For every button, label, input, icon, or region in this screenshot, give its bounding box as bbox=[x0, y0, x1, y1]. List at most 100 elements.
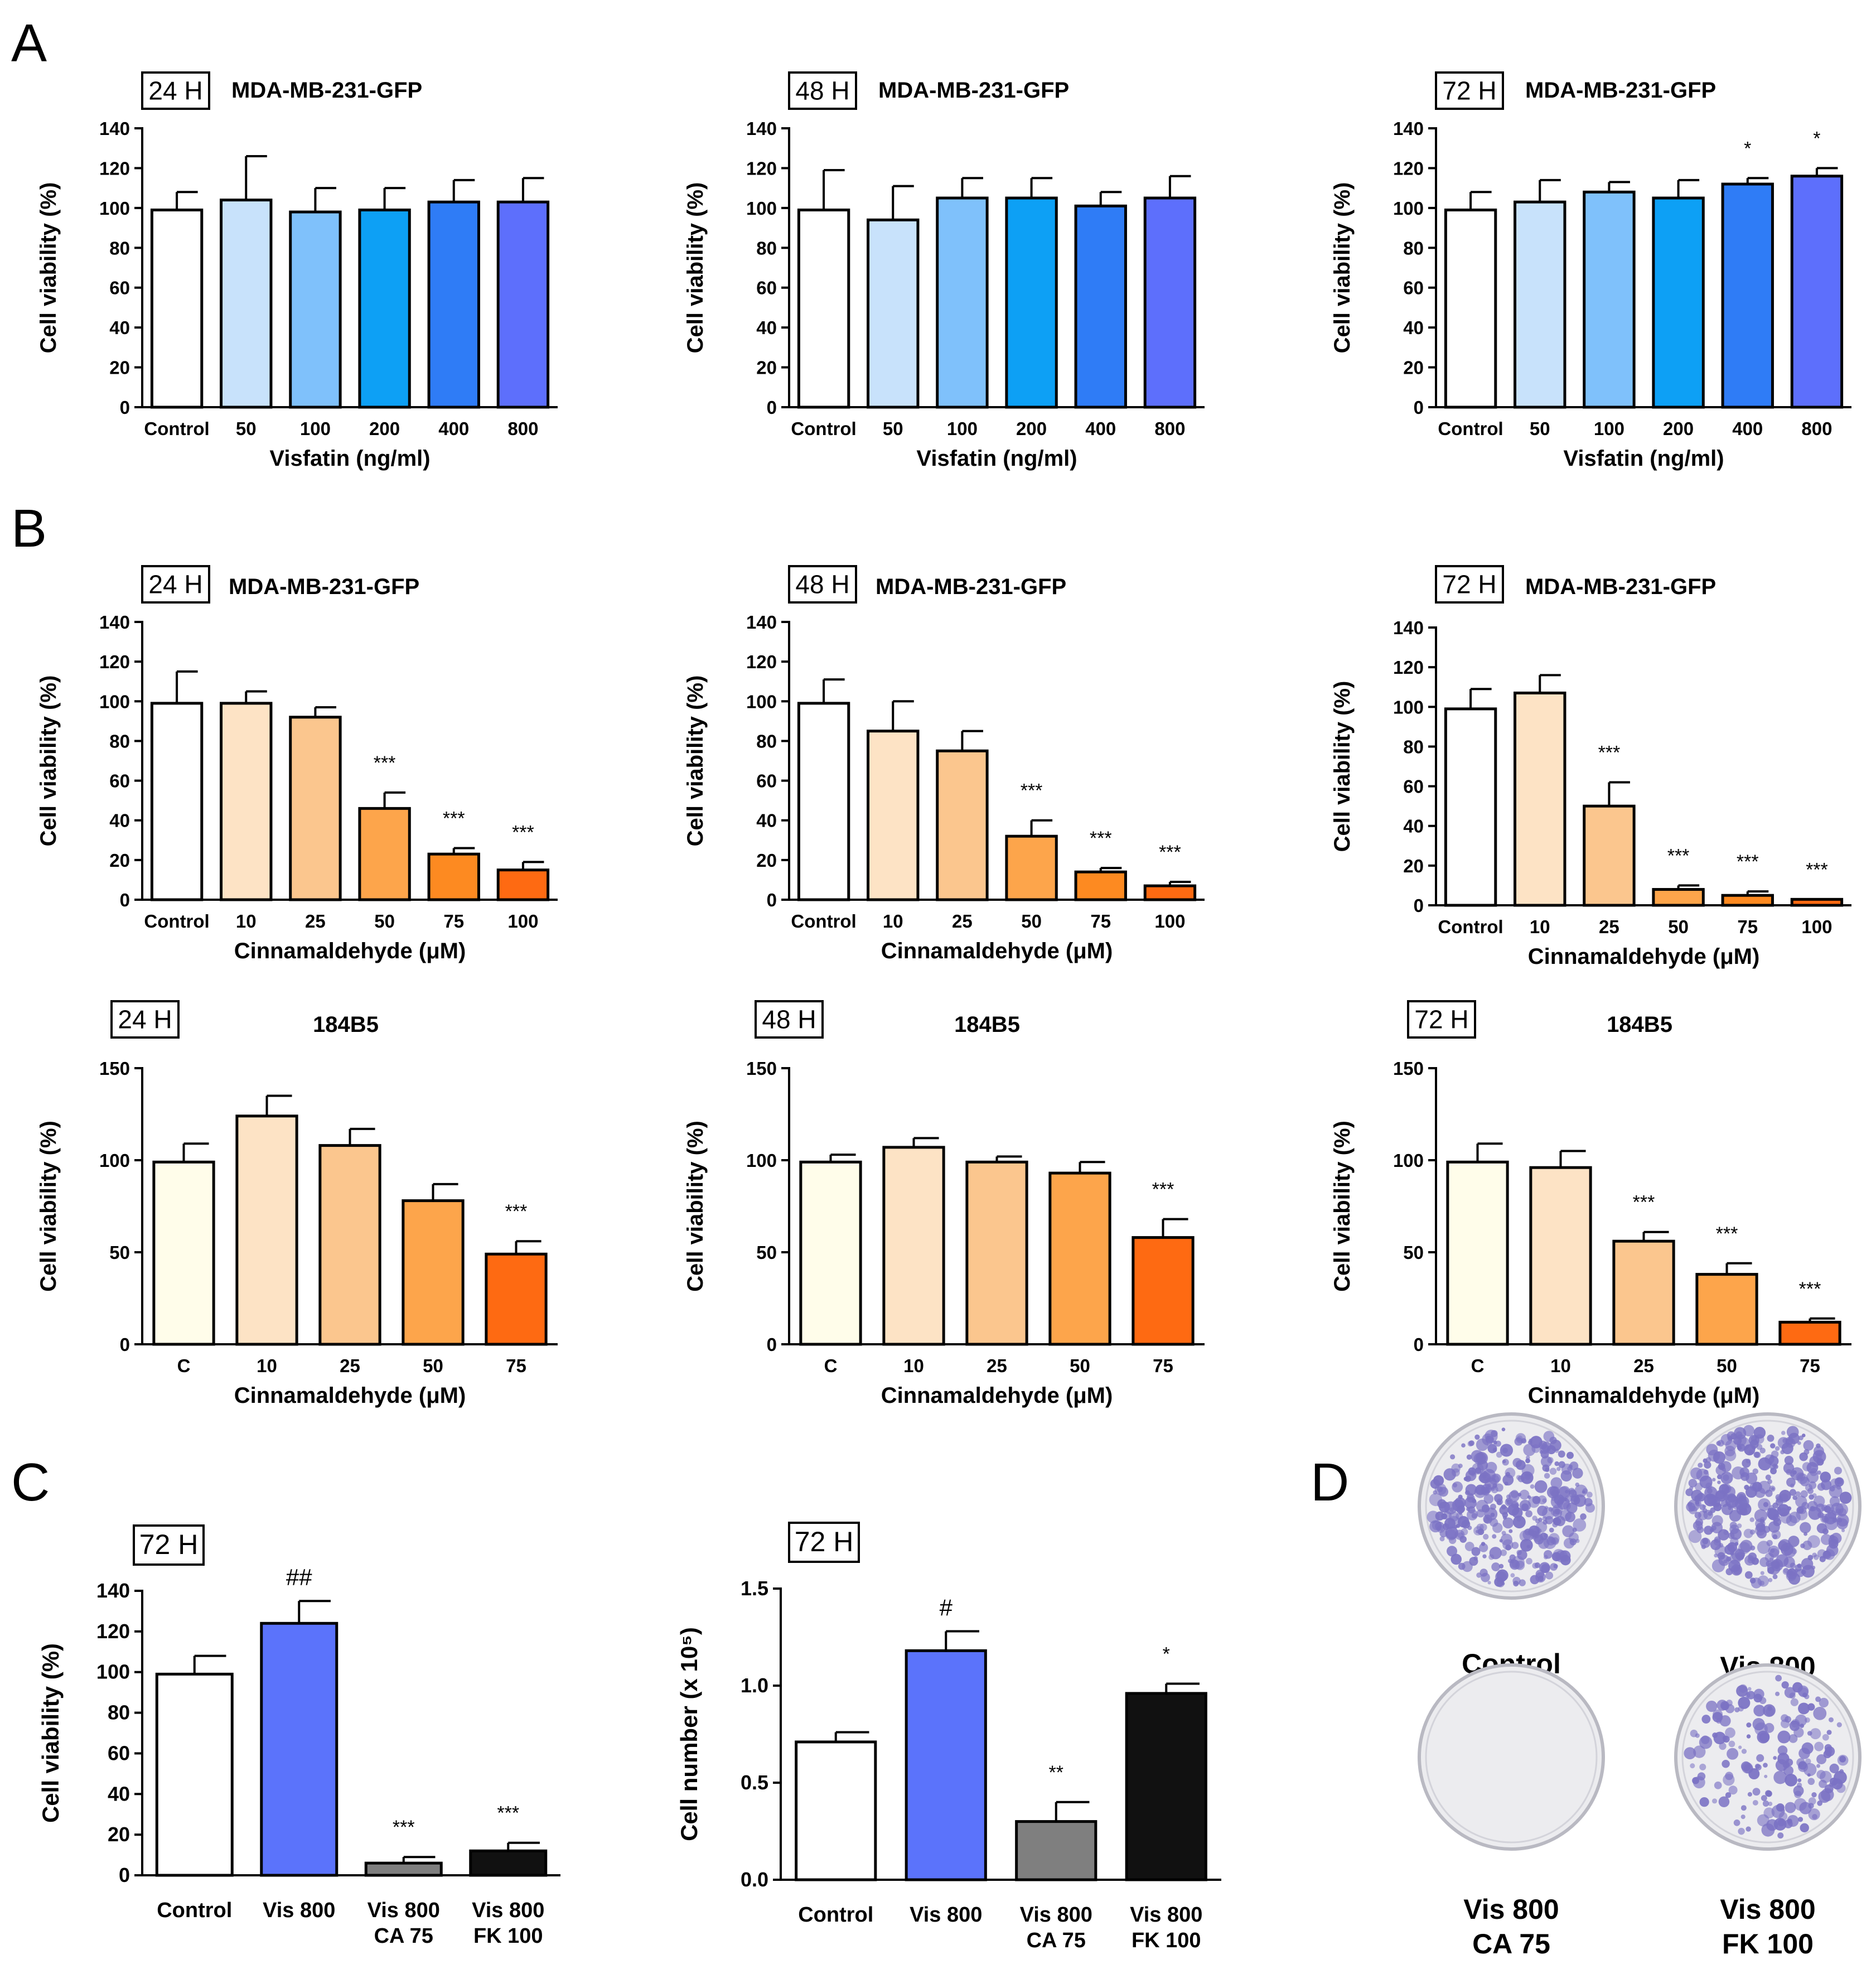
colony bbox=[1722, 1484, 1732, 1494]
colony bbox=[1572, 1527, 1577, 1532]
y-tick-label: 20 bbox=[109, 358, 130, 378]
x-tick-label: 25 bbox=[1633, 1355, 1654, 1376]
colony bbox=[1747, 1792, 1752, 1797]
significance-label: *** bbox=[1667, 845, 1690, 866]
colony bbox=[1543, 1555, 1548, 1560]
colony bbox=[1775, 1691, 1780, 1696]
colony bbox=[1718, 1796, 1730, 1807]
colony bbox=[1750, 1545, 1756, 1551]
bar bbox=[1074, 870, 1127, 901]
colony bbox=[1804, 1532, 1808, 1536]
colony bbox=[1798, 1702, 1810, 1715]
bar bbox=[150, 208, 204, 409]
colony bbox=[1798, 1748, 1810, 1759]
colony bbox=[1516, 1517, 1521, 1522]
colony bbox=[1580, 1513, 1587, 1520]
y-tick-label: 40 bbox=[109, 317, 130, 338]
colony bbox=[1810, 1505, 1815, 1511]
chart-c1: 72 H 0 20 40 60 80 100 120 140 Cell viability (%)… bbox=[37, 1524, 560, 1948]
y-tick-label: 140 bbox=[1393, 118, 1424, 139]
colony bbox=[1525, 1458, 1530, 1464]
colony bbox=[1554, 1449, 1559, 1453]
colony bbox=[1753, 1705, 1766, 1717]
colony bbox=[1476, 1572, 1482, 1578]
x-axis-label: Visfatin (ng/ml) bbox=[916, 446, 1077, 471]
y-axis-label: Cell viability (%) bbox=[36, 675, 61, 847]
colony bbox=[1723, 1474, 1729, 1481]
y-axis-label: Cell viability (%) bbox=[36, 182, 61, 354]
colony bbox=[1472, 1463, 1484, 1475]
chart-b6: 72 H 184B5 0 50 100 150 Cell viability (%) C 10 *… bbox=[1330, 1000, 1851, 1408]
y-tick-label: 0 bbox=[1414, 1334, 1424, 1355]
significance-label: *** bbox=[1633, 1192, 1655, 1213]
colony bbox=[1725, 1772, 1734, 1780]
x-tick-label: 10 bbox=[903, 1355, 924, 1376]
y-tick-label: 40 bbox=[1403, 317, 1424, 338]
bar bbox=[795, 1740, 877, 1881]
bar bbox=[1074, 204, 1127, 409]
colony bbox=[1744, 1571, 1753, 1579]
y-tick-label: 0.0 bbox=[741, 1868, 768, 1891]
colony bbox=[1479, 1569, 1488, 1577]
colony bbox=[1693, 1776, 1705, 1789]
y-tick-label: 120 bbox=[99, 158, 130, 178]
colony bbox=[1746, 1691, 1756, 1700]
colony bbox=[1824, 1784, 1834, 1794]
colony bbox=[1777, 1745, 1788, 1755]
colony bbox=[1789, 1489, 1797, 1496]
colony bbox=[1520, 1538, 1533, 1552]
bar bbox=[1143, 884, 1197, 901]
colony bbox=[1775, 1498, 1783, 1506]
y-axis-label: Cell viability (%) bbox=[1330, 1121, 1355, 1292]
y-tick-label: 100 bbox=[746, 1150, 777, 1171]
x-tick-label: Vis 800 bbox=[1020, 1903, 1092, 1927]
colony bbox=[1766, 1790, 1772, 1797]
bar bbox=[485, 1252, 548, 1346]
significance-label: *** bbox=[1737, 851, 1759, 872]
chart-title: MDA-MB-231-GFP bbox=[878, 78, 1069, 103]
colony bbox=[1471, 1547, 1481, 1556]
colony bbox=[1467, 1441, 1473, 1447]
y-tick-label: 1.5 bbox=[741, 1577, 768, 1600]
colony bbox=[1829, 1496, 1840, 1507]
colony bbox=[1701, 1715, 1711, 1724]
y-tick-label: 100 bbox=[1393, 1150, 1424, 1171]
y-tick-label: 20 bbox=[1403, 856, 1424, 876]
colony bbox=[1753, 1426, 1766, 1439]
panel-letter-d: D bbox=[1311, 1452, 1349, 1512]
y-tick-label: 120 bbox=[99, 651, 130, 672]
x-tick-label: 800 bbox=[1801, 418, 1832, 439]
x-tick-label: Control bbox=[798, 1903, 873, 1927]
time-badge-box bbox=[141, 565, 210, 604]
colony bbox=[1779, 1508, 1788, 1517]
colony bbox=[1549, 1468, 1557, 1475]
colony bbox=[1777, 1832, 1784, 1839]
significance-label: *** bbox=[443, 808, 465, 829]
colony bbox=[1482, 1433, 1494, 1446]
bar bbox=[867, 218, 920, 409]
colony bbox=[1488, 1554, 1495, 1560]
x-tick-label: 25 bbox=[952, 911, 973, 932]
colony bbox=[1554, 1461, 1559, 1466]
colony bbox=[1810, 1728, 1821, 1740]
colony bbox=[1807, 1773, 1811, 1777]
bar bbox=[289, 716, 342, 901]
colony bbox=[1780, 1808, 1785, 1813]
bar bbox=[1514, 200, 1566, 409]
bar bbox=[965, 1160, 1028, 1346]
colony bbox=[1817, 1549, 1826, 1558]
colony bbox=[1758, 1498, 1771, 1511]
dish-label: CA 75 bbox=[1472, 1928, 1550, 1960]
colony bbox=[1803, 1440, 1814, 1451]
colony bbox=[1719, 1742, 1727, 1750]
x-tick-label: 200 bbox=[369, 418, 400, 439]
colony bbox=[1767, 1479, 1772, 1484]
y-tick-label: 40 bbox=[756, 317, 777, 338]
chart-b5: 48 H 184B5 0 50 100 150 Cell viability (%) C 10 2… bbox=[683, 1000, 1205, 1408]
x-tick-label: 100 bbox=[1594, 418, 1624, 439]
y-tick-label: 80 bbox=[756, 731, 777, 751]
y-tick-label: 140 bbox=[746, 118, 777, 139]
colony bbox=[1711, 1798, 1718, 1804]
y-tick-label: 0 bbox=[120, 397, 130, 418]
